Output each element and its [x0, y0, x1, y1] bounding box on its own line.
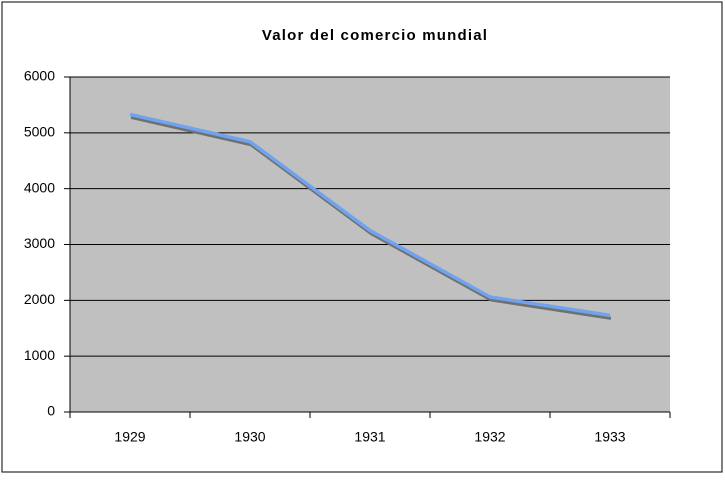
- y-tick-label: 4000: [24, 179, 55, 195]
- y-tick-label: 0: [47, 403, 55, 419]
- data-line: [129, 112, 611, 318]
- line-shadow: [130, 115, 612, 320]
- y-tick-label: 5000: [24, 124, 55, 140]
- y-tick-label: 6000: [24, 68, 55, 84]
- y-tick-label: 1000: [24, 347, 55, 363]
- chart-title: Valor del comercio mundial: [262, 27, 488, 44]
- x-tick-label: 1929: [114, 429, 145, 445]
- x-tick-label: 1930: [234, 429, 265, 445]
- x-tick-label: 1932: [474, 429, 505, 445]
- y-tick-label: 3000: [24, 235, 55, 251]
- x-tick-label: 1931: [354, 429, 385, 445]
- y-tick-label: 2000: [24, 291, 55, 307]
- x-tick-label: 1933: [594, 429, 625, 445]
